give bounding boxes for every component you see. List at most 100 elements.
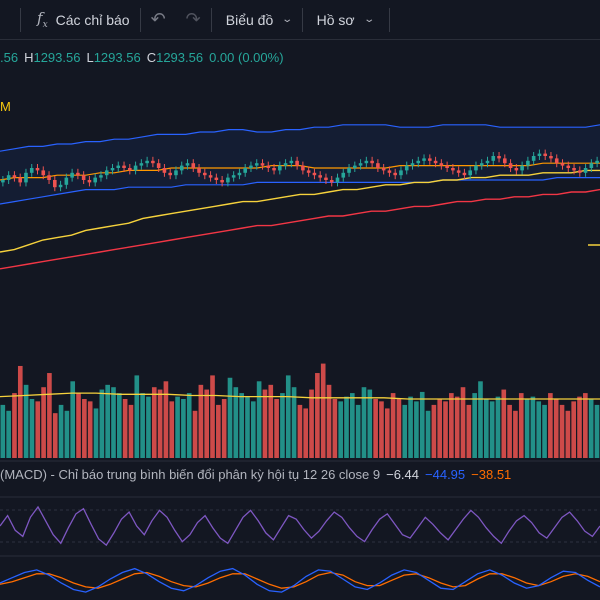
volume-bar — [367, 389, 373, 458]
bollinger-fill — [0, 124, 600, 204]
top-toolbar: fx Các chỉ báo ↶ ↷ Biểu đồ ⌄ Hồ sơ ⌄ — [0, 0, 600, 40]
chevron-down-icon: ⌄ — [281, 14, 294, 25]
volume-bar — [280, 393, 285, 458]
candle-body — [278, 165, 282, 171]
candle-body — [214, 177, 219, 180]
candle-body — [520, 165, 524, 171]
volume-bar — [384, 408, 390, 458]
volume-bar — [379, 401, 384, 458]
volume-bar — [373, 399, 378, 458]
candle-body — [93, 177, 97, 183]
volume-bar — [315, 373, 320, 458]
volume-bar — [6, 410, 11, 458]
volume-bar — [146, 396, 151, 458]
candle-body — [197, 168, 201, 173]
toolbar-divider — [210, 7, 212, 32]
candle-body — [583, 168, 588, 173]
undo-icon[interactable]: ↶ — [150, 9, 166, 29]
volume-bar — [93, 408, 99, 458]
volume-bar — [117, 393, 122, 458]
candle-body — [208, 175, 213, 178]
candle-body — [301, 165, 305, 171]
volume-bar — [23, 384, 29, 458]
candle-body — [191, 163, 196, 168]
candle-body — [549, 156, 553, 159]
candle-body — [468, 170, 472, 176]
chart-menu-button[interactable]: Biểu đồ ⌄ — [212, 0, 302, 40]
volume-bar — [309, 389, 314, 458]
candle-body — [295, 160, 299, 166]
indicators-label: Các chỉ báo — [55, 11, 130, 28]
volume-bar — [501, 389, 507, 458]
volume-bar — [548, 393, 553, 458]
volume-bar — [47, 373, 52, 458]
volume-bar — [303, 408, 309, 458]
candle-body — [53, 180, 57, 188]
candle-body — [554, 158, 559, 164]
chart-menu-label: Biểu đồ — [225, 11, 274, 28]
candle-body — [58, 184, 63, 188]
candle-body — [283, 163, 288, 166]
toolbar-divider — [20, 7, 21, 32]
candle-body — [35, 168, 40, 171]
candle-body — [133, 165, 138, 171]
indicators-button[interactable]: fx Các chỉ báo — [21, 0, 140, 40]
volume-bar — [414, 401, 419, 458]
candle-body — [266, 165, 271, 168]
candle-body — [145, 160, 149, 164]
volume-bar — [542, 404, 547, 458]
candle-body — [370, 160, 374, 164]
candle-body — [456, 170, 461, 173]
ohlc-legend: .56 H1293.56 L1293.56 C1293.56 0.00 (0.00%) — [0, 50, 290, 65]
redo-icon[interactable]: ↷ — [185, 9, 201, 29]
candle-body — [110, 168, 115, 171]
volume-bar — [355, 404, 361, 458]
candle-body — [47, 175, 51, 180]
candle-body — [381, 168, 386, 171]
ma-mid-line — [0, 169, 600, 253]
candle-body — [445, 165, 449, 168]
volume-bar — [454, 396, 460, 458]
candle-body — [260, 163, 265, 166]
volume-bar — [524, 399, 530, 458]
volume-bar — [449, 393, 454, 458]
volume-bar — [58, 404, 64, 458]
candle-body — [179, 165, 184, 171]
bollinger-upper-line — [0, 124, 600, 152]
volume-bar — [198, 384, 204, 458]
profile-menu-button[interactable]: Hồ sơ ⌄ — [303, 0, 383, 40]
toolbar-divider — [389, 7, 390, 32]
candle-body — [87, 180, 92, 183]
macd-number: 6.44 — [393, 467, 420, 482]
ma-short-line — [0, 162, 600, 181]
high-key: H — [24, 50, 34, 65]
volume-bar — [245, 396, 250, 458]
candle-body — [220, 180, 224, 183]
volume-bar — [320, 363, 326, 458]
volume-bar — [419, 391, 425, 458]
volume-bar — [361, 387, 367, 458]
volume-bar — [29, 399, 35, 458]
change-value: 0.00 (0.00%) — [209, 50, 284, 65]
volume-bar — [577, 396, 582, 458]
candle-body — [376, 163, 380, 168]
candle-body — [462, 172, 467, 176]
candle-body — [139, 163, 144, 166]
candle-body — [479, 163, 484, 166]
candle-body — [185, 163, 190, 166]
volume-bar — [588, 399, 594, 458]
candle-body — [29, 168, 34, 173]
candle-body — [595, 160, 599, 164]
function-icon: fx — [37, 9, 48, 30]
candle-body — [422, 158, 426, 161]
volume-bar — [134, 375, 140, 458]
volume-bar — [221, 399, 227, 458]
close-value: 1293.56 — [156, 50, 204, 65]
volume-bar — [17, 365, 23, 458]
candle-body — [6, 175, 11, 180]
candle-body — [122, 165, 126, 168]
volume-bar — [41, 387, 46, 458]
volume-bar — [513, 410, 518, 458]
candle-body — [272, 168, 276, 171]
